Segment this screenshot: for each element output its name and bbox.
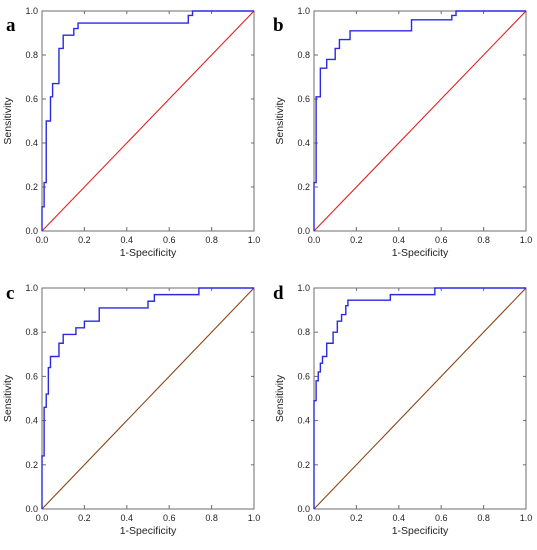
x-tick-label: 0.4 [393, 513, 406, 523]
y-tick-label: 1.0 [297, 6, 310, 16]
x-axis-title: 1-Specificity [120, 247, 177, 259]
y-tick-label: 0.4 [25, 416, 38, 426]
x-tick-label: 1.0 [520, 513, 533, 523]
x-tick-label: 0.0 [308, 235, 321, 245]
y-tick-label: 0.2 [25, 460, 38, 470]
x-tick-label: 0.0 [36, 513, 49, 523]
x-tick-label: 0.8 [477, 513, 490, 523]
reference-diagonal-line [41, 10, 255, 232]
x-tick-label: 0.8 [205, 235, 218, 245]
roc-curve-line [313, 10, 526, 231]
y-tick-label: 0.0 [25, 226, 38, 236]
y-tick-label: 0.8 [25, 50, 38, 60]
x-tick-label: 0.2 [350, 235, 363, 245]
y-tick-label: 0.6 [25, 94, 38, 104]
y-tick-label: 1.0 [25, 283, 38, 293]
y-axis-title: Sensitivity [2, 97, 14, 145]
y-tick-label: 0.8 [297, 50, 310, 60]
chart-panel-d: d 0.0 0.2 0.4 0.6 0.8 1.0 0.0 0.2 0.4 0.6 0.8 1.0 1-S… [273, 283, 532, 537]
y-tick-label: 0.2 [25, 182, 38, 192]
x-tick-label: 0.4 [121, 513, 134, 523]
plot-frame [313, 287, 527, 510]
x-tick-label: 1.0 [248, 513, 261, 523]
y-tick-label: 0.0 [297, 504, 310, 514]
roc-curve-line [41, 10, 254, 231]
y-tick-label: 0.2 [297, 460, 310, 470]
y-tick-label: 0.4 [297, 416, 310, 426]
x-tick-label: 0.6 [435, 235, 448, 245]
x-tick-label: 0.6 [163, 235, 176, 245]
x-tick-label: 0.2 [78, 235, 91, 245]
reference-diagonal-line [41, 287, 255, 510]
y-tick-label: 0.2 [297, 182, 310, 192]
plot-frame [41, 10, 255, 232]
panel-letter-c: c [6, 283, 14, 304]
x-axis-title: 1-Specificity [392, 247, 449, 259]
y-tick-label: 0.4 [297, 138, 310, 148]
roc-curve-line [313, 287, 526, 509]
plot-frame [313, 10, 527, 232]
x-axis-title: 1-Specificity [392, 525, 449, 537]
x-tick-label: 1.0 [520, 235, 533, 245]
x-tick-label: 0.2 [350, 513, 363, 523]
plot-frame [41, 287, 255, 510]
x-tick-label: 0.0 [36, 235, 49, 245]
panel-letter-a: a [6, 15, 16, 36]
reference-diagonal-line [313, 10, 527, 232]
x-tick-label: 0.2 [78, 513, 91, 523]
x-tick-label: 0.8 [205, 513, 218, 523]
y-tick-label: 0.6 [297, 371, 310, 381]
y-tick-label: 0.6 [297, 94, 310, 104]
chart-panel-c: c 0.0 0.2 0.4 0.6 0.8 1.0 0.0 0.2 0.4 0.6 0.8 1.0 1-S… [2, 283, 260, 537]
x-axis-title: 1-Specificity [120, 525, 177, 537]
y-axis-title: Sensitivity [2, 374, 14, 422]
panel-letter-d: d [273, 283, 284, 304]
x-tick-label: 1.0 [248, 235, 261, 245]
y-tick-label: 0.0 [297, 226, 310, 236]
roc-curve-line [41, 287, 254, 509]
y-tick-label: 0.4 [25, 138, 38, 148]
x-tick-label: 0.6 [163, 513, 176, 523]
chart-panel-b: b 0.0 0.2 0.4 0.6 0.8 1.0 0.0 0.2 0.4 0.6 0.8 1.0 1-S… [273, 6, 532, 259]
y-axis-title: Sensitivity [274, 374, 286, 422]
y-tick-label: 0.8 [297, 327, 310, 337]
chart-panel-a: a 0.0 0.2 0.4 0.6 0.8 1.0 0.0 0.2 0.4 0.6 0.8 1.0 1-S… [2, 6, 260, 259]
x-tick-label: 0.0 [308, 513, 321, 523]
reference-diagonal-line [313, 287, 527, 510]
y-tick-label: 0.6 [25, 371, 38, 381]
y-tick-label: 1.0 [25, 6, 38, 16]
y-axis-title: Sensitivity [274, 97, 286, 145]
x-tick-label: 0.6 [435, 513, 448, 523]
panel-letter-b: b [273, 15, 284, 36]
x-tick-label: 0.8 [477, 235, 490, 245]
y-tick-label: 0.8 [25, 327, 38, 337]
y-tick-label: 1.0 [297, 283, 310, 293]
x-tick-label: 0.4 [393, 235, 406, 245]
y-tick-label: 0.0 [25, 504, 38, 514]
x-tick-label: 0.4 [121, 235, 134, 245]
